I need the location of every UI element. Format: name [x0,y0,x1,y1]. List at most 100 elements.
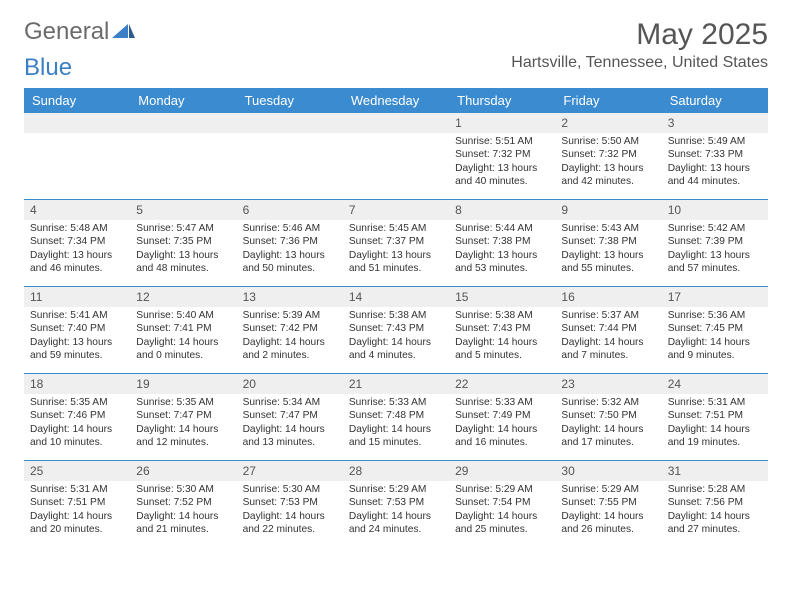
day-number [130,113,236,133]
day-line: Sunset: 7:40 PM [30,322,124,335]
day-line: Sunset: 7:50 PM [561,409,655,422]
day-line: and 17 minutes. [561,436,655,449]
day-line: and 50 minutes. [243,262,337,275]
day-line: Daylight: 14 hours [561,336,655,349]
day-line: and 53 minutes. [455,262,549,275]
day-line: Sunrise: 5:38 AM [455,309,549,322]
calendar-day: 27Sunrise: 5:30 AMSunset: 7:53 PMDayligh… [237,461,343,547]
day-line: Sunset: 7:38 PM [455,235,549,248]
day-line: Sunset: 7:34 PM [30,235,124,248]
day-body: Sunrise: 5:36 AMSunset: 7:45 PMDaylight:… [662,307,768,367]
day-number: 19 [130,374,236,394]
day-line: and 19 minutes. [668,436,762,449]
day-line: and 7 minutes. [561,349,655,362]
calendar-day: 18Sunrise: 5:35 AMSunset: 7:46 PMDayligh… [24,374,130,460]
day-number: 1 [449,113,555,133]
day-line: Sunset: 7:54 PM [455,496,549,509]
day-line: and 5 minutes. [455,349,549,362]
calendar-day: 30Sunrise: 5:29 AMSunset: 7:55 PMDayligh… [555,461,661,547]
day-body: Sunrise: 5:50 AMSunset: 7:32 PMDaylight:… [555,133,661,193]
day-line: Sunset: 7:39 PM [668,235,762,248]
day-header: Tuesday [237,88,343,113]
calendar-day: 22Sunrise: 5:33 AMSunset: 7:49 PMDayligh… [449,374,555,460]
day-line: and 40 minutes. [455,175,549,188]
calendar-day: 3Sunrise: 5:49 AMSunset: 7:33 PMDaylight… [662,113,768,199]
day-line: Daylight: 13 hours [668,162,762,175]
day-line: and 25 minutes. [455,523,549,536]
day-number: 25 [24,461,130,481]
brand-part1: General [24,18,109,46]
day-line: and 46 minutes. [30,262,124,275]
day-line: Sunset: 7:51 PM [668,409,762,422]
day-number: 26 [130,461,236,481]
day-line: Daylight: 14 hours [243,336,337,349]
day-line: Sunrise: 5:29 AM [349,483,443,496]
calendar-day: 23Sunrise: 5:32 AMSunset: 7:50 PMDayligh… [555,374,661,460]
day-line: Daylight: 13 hours [561,162,655,175]
day-number: 2 [555,113,661,133]
day-body: Sunrise: 5:29 AMSunset: 7:54 PMDaylight:… [449,481,555,541]
calendar-day: 25Sunrise: 5:31 AMSunset: 7:51 PMDayligh… [24,461,130,547]
day-line: Daylight: 13 hours [30,249,124,262]
day-line: and 26 minutes. [561,523,655,536]
calendar-day: 14Sunrise: 5:38 AMSunset: 7:43 PMDayligh… [343,287,449,373]
day-line: Daylight: 14 hours [136,423,230,436]
day-number: 27 [237,461,343,481]
day-line: Daylight: 14 hours [136,510,230,523]
calendar-day: 21Sunrise: 5:33 AMSunset: 7:48 PMDayligh… [343,374,449,460]
day-line: Sunset: 7:47 PM [243,409,337,422]
calendar-day: 4 Sunrise: 5:48 AMSunset: 7:34 PMDaylight… [24,200,130,286]
day-line: and 16 minutes. [455,436,549,449]
calendar-day: 19Sunrise: 5:35 AMSunset: 7:47 PMDayligh… [130,374,236,460]
day-line: Sunset: 7:49 PM [455,409,549,422]
day-line: Daylight: 14 hours [349,336,443,349]
day-line: Daylight: 13 hours [243,249,337,262]
day-number: 16 [555,287,661,307]
day-number: 21 [343,374,449,394]
day-line: Daylight: 13 hours [455,162,549,175]
day-header: Wednesday [343,88,449,113]
day-line: Sunrise: 5:37 AM [561,309,655,322]
day-line: Sunrise: 5:39 AM [243,309,337,322]
day-number: 4 [24,200,130,220]
day-line: Sunrise: 5:38 AM [349,309,443,322]
day-line: and 51 minutes. [349,262,443,275]
day-line: Daylight: 14 hours [136,336,230,349]
page-title: May 2025 [511,18,768,52]
day-line: Sunrise: 5:47 AM [136,222,230,235]
day-line: Sunset: 7:38 PM [561,235,655,248]
day-body [237,133,343,193]
day-body: Sunrise: 5:46 AMSunset: 7:36 PMDaylight:… [237,220,343,280]
calendar-day [343,113,449,199]
day-line: Sunset: 7:55 PM [561,496,655,509]
day-line: Daylight: 14 hours [243,510,337,523]
day-line: and 13 minutes. [243,436,337,449]
day-body: Sunrise: 5:32 AMSunset: 7:50 PMDaylight:… [555,394,661,454]
day-number: 13 [237,287,343,307]
calendar-day: 24Sunrise: 5:31 AMSunset: 7:51 PMDayligh… [662,374,768,460]
day-line: and 22 minutes. [243,523,337,536]
day-line: Daylight: 14 hours [243,423,337,436]
day-line: Sunrise: 5:33 AM [455,396,549,409]
calendar-day [130,113,236,199]
day-line: Sunset: 7:35 PM [136,235,230,248]
day-line: Sunset: 7:32 PM [455,148,549,161]
calendar-day: 7Sunrise: 5:45 AMSunset: 7:37 PMDaylight… [343,200,449,286]
day-line: and 9 minutes. [668,349,762,362]
day-line: Sunrise: 5:31 AM [668,396,762,409]
day-line: Sunrise: 5:29 AM [455,483,549,496]
day-number: 23 [555,374,661,394]
day-header: Sunday [24,88,130,113]
day-number: 15 [449,287,555,307]
day-line: Sunrise: 5:48 AM [30,222,124,235]
day-line: and 27 minutes. [668,523,762,536]
day-line: Sunset: 7:46 PM [30,409,124,422]
day-body: Sunrise: 5:38 AMSunset: 7:43 PMDaylight:… [343,307,449,367]
day-number: 24 [662,374,768,394]
day-number: 11 [24,287,130,307]
day-header: Friday [555,88,661,113]
day-line: Sunset: 7:47 PM [136,409,230,422]
day-line: and 4 minutes. [349,349,443,362]
day-number: 9 [555,200,661,220]
calendar-day: 10Sunrise: 5:42 AMSunset: 7:39 PMDayligh… [662,200,768,286]
